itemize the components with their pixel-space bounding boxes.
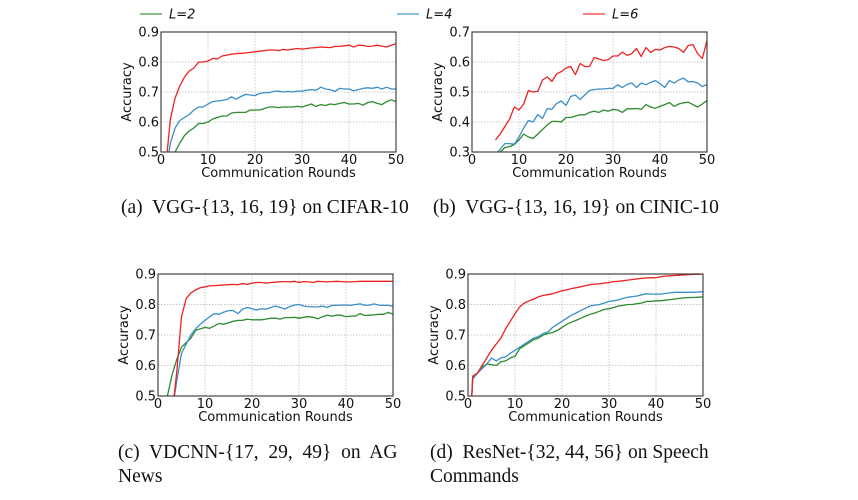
y-tick-label: 0.7 bbox=[138, 86, 159, 101]
x-axis-label: Communication Rounds bbox=[508, 410, 663, 425]
series-line-L2 bbox=[498, 99, 707, 152]
series-line-L6 bbox=[494, 40, 707, 141]
y-axis-label: Accuracy bbox=[120, 62, 135, 122]
x-axis-label: Communication Rounds bbox=[512, 166, 667, 181]
y-tick-label: 0.6 bbox=[138, 116, 159, 131]
y-tick-label: 0.9 bbox=[445, 268, 466, 283]
y-tick-label: 0.5 bbox=[449, 86, 470, 101]
series-line-L4 bbox=[168, 86, 396, 152]
x-tick-label: 30 bbox=[605, 153, 622, 168]
x-tick-label: 50 bbox=[388, 153, 405, 168]
chart-c: 0 10 20 30 40 50 0.5 0.6 0.7 0.8 0.9 Communication … bbox=[117, 268, 402, 426]
x-tick-label: 0 bbox=[157, 153, 165, 168]
x-tick-label: 50 bbox=[695, 397, 712, 412]
y-tick-label: 0.8 bbox=[135, 298, 156, 313]
grid bbox=[161, 32, 396, 152]
caption-c: (c) VDCNN-{17, 29, 49} on AG News bbox=[118, 442, 398, 487]
y-tick-label: 0.3 bbox=[449, 146, 470, 161]
x-tick-label: 10 bbox=[507, 397, 524, 412]
y-tick-label: 0.8 bbox=[138, 56, 159, 71]
axes-frame bbox=[160, 31, 397, 153]
x-tick-label: 50 bbox=[385, 397, 402, 412]
caption-a: (a) VGG-{13, 16, 19} on CIFAR-10 bbox=[121, 197, 409, 218]
legend-label: L=4 bbox=[426, 8, 452, 23]
y-tick-label: 0.4 bbox=[449, 116, 470, 131]
legend-label: L=6 bbox=[612, 8, 638, 23]
caption-d: (d) ResNet-{32, 44, 56} on Speech Comman… bbox=[430, 442, 709, 487]
series-line-L4 bbox=[471, 291, 703, 396]
series-line-L2 bbox=[166, 311, 393, 396]
x-tick-label: 40 bbox=[652, 153, 669, 168]
series-line-L4 bbox=[173, 303, 393, 396]
series-group bbox=[166, 280, 393, 396]
x-tick-label: 30 bbox=[291, 397, 308, 412]
series-group bbox=[494, 40, 707, 152]
x-tick-label: 20 bbox=[554, 397, 571, 412]
x-tick-label: 0 bbox=[464, 397, 472, 412]
y-tick-label: 0.6 bbox=[445, 359, 466, 374]
series-line-L6 bbox=[166, 43, 396, 152]
series-line-L6 bbox=[471, 274, 703, 396]
y-tick-label: 0.9 bbox=[135, 268, 156, 283]
axes-frame bbox=[467, 273, 704, 397]
y-axis-label: Accuracy bbox=[117, 305, 132, 365]
y-tick-label: 0.5 bbox=[445, 390, 466, 405]
series-line-L2 bbox=[471, 296, 703, 396]
y-tick-label: 0.7 bbox=[445, 329, 466, 344]
x-tick-label: 40 bbox=[338, 397, 355, 412]
y-tick-label: 0.9 bbox=[138, 26, 159, 41]
x-axis-label: Communication Rounds bbox=[198, 410, 353, 425]
x-tick-label: 20 bbox=[244, 397, 261, 412]
x-tick-label: 10 bbox=[197, 397, 214, 412]
grid bbox=[468, 274, 703, 396]
series-line-L6 bbox=[173, 280, 393, 396]
axes-frame bbox=[471, 31, 708, 153]
y-tick-label: 0.6 bbox=[135, 359, 156, 374]
x-tick-label: 40 bbox=[648, 397, 665, 412]
y-axis-label: Accuracy bbox=[427, 305, 442, 365]
x-tick-label: 30 bbox=[294, 153, 311, 168]
legend-item-L6: L=6 bbox=[583, 8, 638, 23]
x-tick-label: 10 bbox=[511, 153, 528, 168]
chart-a: 0 10 20 30 40 50 0.5 0.6 0.7 0.8 0.9 Communication … bbox=[120, 26, 405, 182]
caption-b: (b) VGG-{13, 16, 19} on CINIC-10 bbox=[433, 197, 719, 218]
y-tick-label: 0.8 bbox=[445, 298, 466, 313]
legend-item-L2: L=2 bbox=[140, 8, 195, 23]
chart-d: 0 10 20 30 40 50 0.5 0.6 0.7 0.8 0.9 Communication … bbox=[427, 268, 711, 426]
x-tick-label: 0 bbox=[154, 397, 162, 412]
series-line-L2 bbox=[174, 99, 396, 152]
x-tick-label: 10 bbox=[200, 153, 217, 168]
y-tick-label: 0.6 bbox=[449, 56, 470, 71]
x-tick-label: 20 bbox=[247, 153, 264, 168]
x-axis-label: Communication Rounds bbox=[201, 166, 356, 181]
y-tick-label: 0.7 bbox=[135, 329, 156, 344]
x-tick-label: 0 bbox=[468, 153, 476, 168]
legend-item-L4: L=4 bbox=[397, 8, 452, 23]
legend: L=2 L=4 L=6 bbox=[140, 8, 638, 23]
chart-b: 0 10 20 30 40 50 0.3 0.4 0.5 0.6 0.7 Communication … bbox=[431, 26, 715, 182]
series-line-L4 bbox=[497, 77, 707, 152]
legend-label: L=2 bbox=[169, 8, 195, 23]
series-group bbox=[471, 274, 703, 396]
y-axis-label: Accuracy bbox=[431, 62, 446, 122]
y-tick-label: 0.5 bbox=[138, 146, 159, 161]
x-tick-label: 30 bbox=[601, 397, 618, 412]
y-tick-label: 0.7 bbox=[449, 26, 470, 41]
axes-frame bbox=[157, 273, 394, 397]
x-tick-label: 20 bbox=[558, 153, 575, 168]
y-tick-label: 0.5 bbox=[135, 390, 156, 405]
grid bbox=[472, 32, 707, 152]
x-tick-label: 50 bbox=[699, 153, 716, 168]
x-tick-label: 40 bbox=[341, 153, 358, 168]
series-group bbox=[166, 43, 396, 152]
